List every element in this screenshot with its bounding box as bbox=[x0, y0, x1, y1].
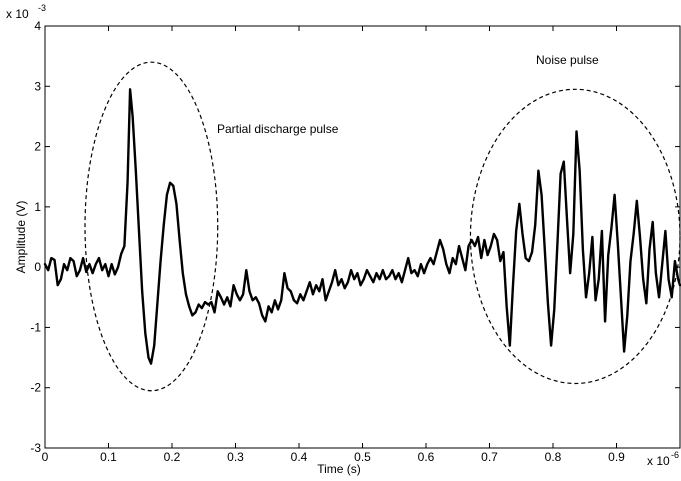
x-tick-label: 0.2 bbox=[164, 450, 181, 464]
noise-annotation: Noise pulse bbox=[536, 53, 599, 67]
noise-ellipse bbox=[469, 88, 681, 385]
x-scale-exponent: -6 bbox=[671, 450, 679, 460]
y-tick-label: 0 bbox=[34, 260, 41, 274]
x-tick-label: 0.9 bbox=[608, 450, 625, 464]
x-tick-label: 0.8 bbox=[545, 450, 562, 464]
partial-discharge-annotation: Partial discharge pulse bbox=[217, 122, 339, 136]
y-scale-exponent: -3 bbox=[38, 3, 46, 13]
y-tick-label: -3 bbox=[30, 441, 41, 455]
y-tick-label: -2 bbox=[30, 381, 41, 395]
y-tick-label: 4 bbox=[34, 19, 41, 33]
partial-discharge-ellipse bbox=[84, 61, 219, 392]
y-tick-label: -1 bbox=[30, 320, 41, 334]
annotation-ellipses bbox=[84, 61, 681, 392]
x-tick-label: 0.7 bbox=[481, 450, 498, 464]
x-tick-label: 0.3 bbox=[227, 450, 244, 464]
x-tick-label: 0 bbox=[42, 450, 49, 464]
x-tick-label: 0.5 bbox=[354, 450, 371, 464]
series-line bbox=[43, 88, 681, 365]
x-scale-label: x 10 bbox=[647, 454, 670, 468]
y-scale-label: x 10 bbox=[6, 7, 29, 21]
y-tick-label: 1 bbox=[34, 200, 41, 214]
x-ticks: 0 0.1 0.2 0.3 0.4 0.5 0.6 0.7 0.8 0.9 bbox=[42, 26, 625, 464]
y-tick-label: 3 bbox=[34, 79, 41, 93]
x-axis-label: Time (s) bbox=[317, 462, 361, 476]
y-tick-label: 2 bbox=[34, 140, 41, 154]
x-tick-label: 0.6 bbox=[418, 450, 435, 464]
y-axis-label: Amplitude (V) bbox=[14, 201, 28, 274]
x-tick-label: 0.1 bbox=[100, 450, 117, 464]
x-tick-label: 0.4 bbox=[291, 450, 308, 464]
